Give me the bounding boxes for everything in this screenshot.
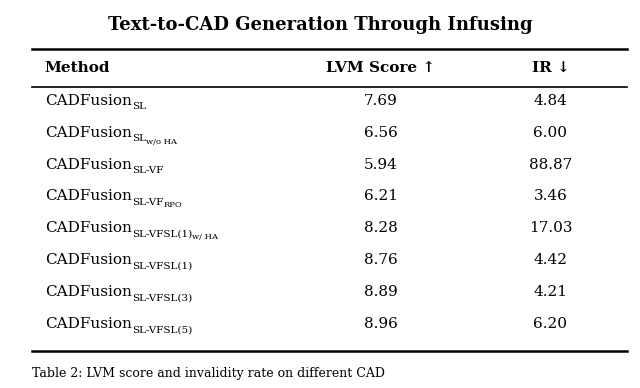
Text: SL-VFSL(1): SL-VFSL(1) [132, 230, 192, 239]
Text: RPO: RPO [163, 201, 182, 210]
Text: 8.28: 8.28 [364, 221, 397, 235]
Text: 8.89: 8.89 [364, 285, 397, 299]
Text: 3.46: 3.46 [534, 189, 567, 203]
Text: SL-VFSL(5): SL-VFSL(5) [132, 326, 192, 334]
Text: Table 2: LVM score and invalidity rate on different CAD: Table 2: LVM score and invalidity rate o… [32, 367, 385, 380]
Text: 6.20: 6.20 [533, 317, 568, 331]
Text: 6.56: 6.56 [364, 126, 397, 140]
Text: 4.42: 4.42 [533, 253, 568, 267]
Text: 5.94: 5.94 [364, 158, 397, 171]
Text: Method: Method [45, 61, 110, 75]
Text: Text-to-CAD Generation Through Infusing: Text-to-CAD Generation Through Infusing [108, 16, 532, 33]
Text: w/o HA: w/o HA [146, 138, 177, 146]
Text: IR ↓: IR ↓ [532, 61, 569, 75]
Text: CADFusion: CADFusion [45, 126, 132, 140]
Text: 8.96: 8.96 [364, 317, 397, 331]
Text: SL-VFSL(1): SL-VFSL(1) [132, 262, 192, 271]
Text: CADFusion: CADFusion [45, 285, 132, 299]
Text: CADFusion: CADFusion [45, 189, 132, 203]
Text: CADFusion: CADFusion [45, 221, 132, 235]
Text: LVM Score ↑: LVM Score ↑ [326, 61, 435, 75]
Text: CADFusion: CADFusion [45, 158, 132, 171]
Text: 7.69: 7.69 [364, 94, 397, 108]
Text: SL-VF: SL-VF [132, 166, 163, 175]
Text: CADFusion: CADFusion [45, 94, 132, 108]
Text: SL: SL [132, 102, 146, 111]
Text: 6.00: 6.00 [533, 126, 568, 140]
Text: CADFusion: CADFusion [45, 317, 132, 331]
Text: SL-VF: SL-VF [132, 198, 163, 207]
Text: 6.21: 6.21 [364, 189, 398, 203]
Text: 17.03: 17.03 [529, 221, 572, 235]
Text: w/ HA: w/ HA [192, 233, 218, 241]
Text: SL: SL [132, 134, 146, 143]
Text: CADFusion: CADFusion [45, 253, 132, 267]
Text: 4.21: 4.21 [533, 285, 568, 299]
Text: 8.76: 8.76 [364, 253, 397, 267]
Text: 4.84: 4.84 [534, 94, 567, 108]
Text: 88.87: 88.87 [529, 158, 572, 171]
Text: SL-VFSL(3): SL-VFSL(3) [132, 294, 192, 303]
